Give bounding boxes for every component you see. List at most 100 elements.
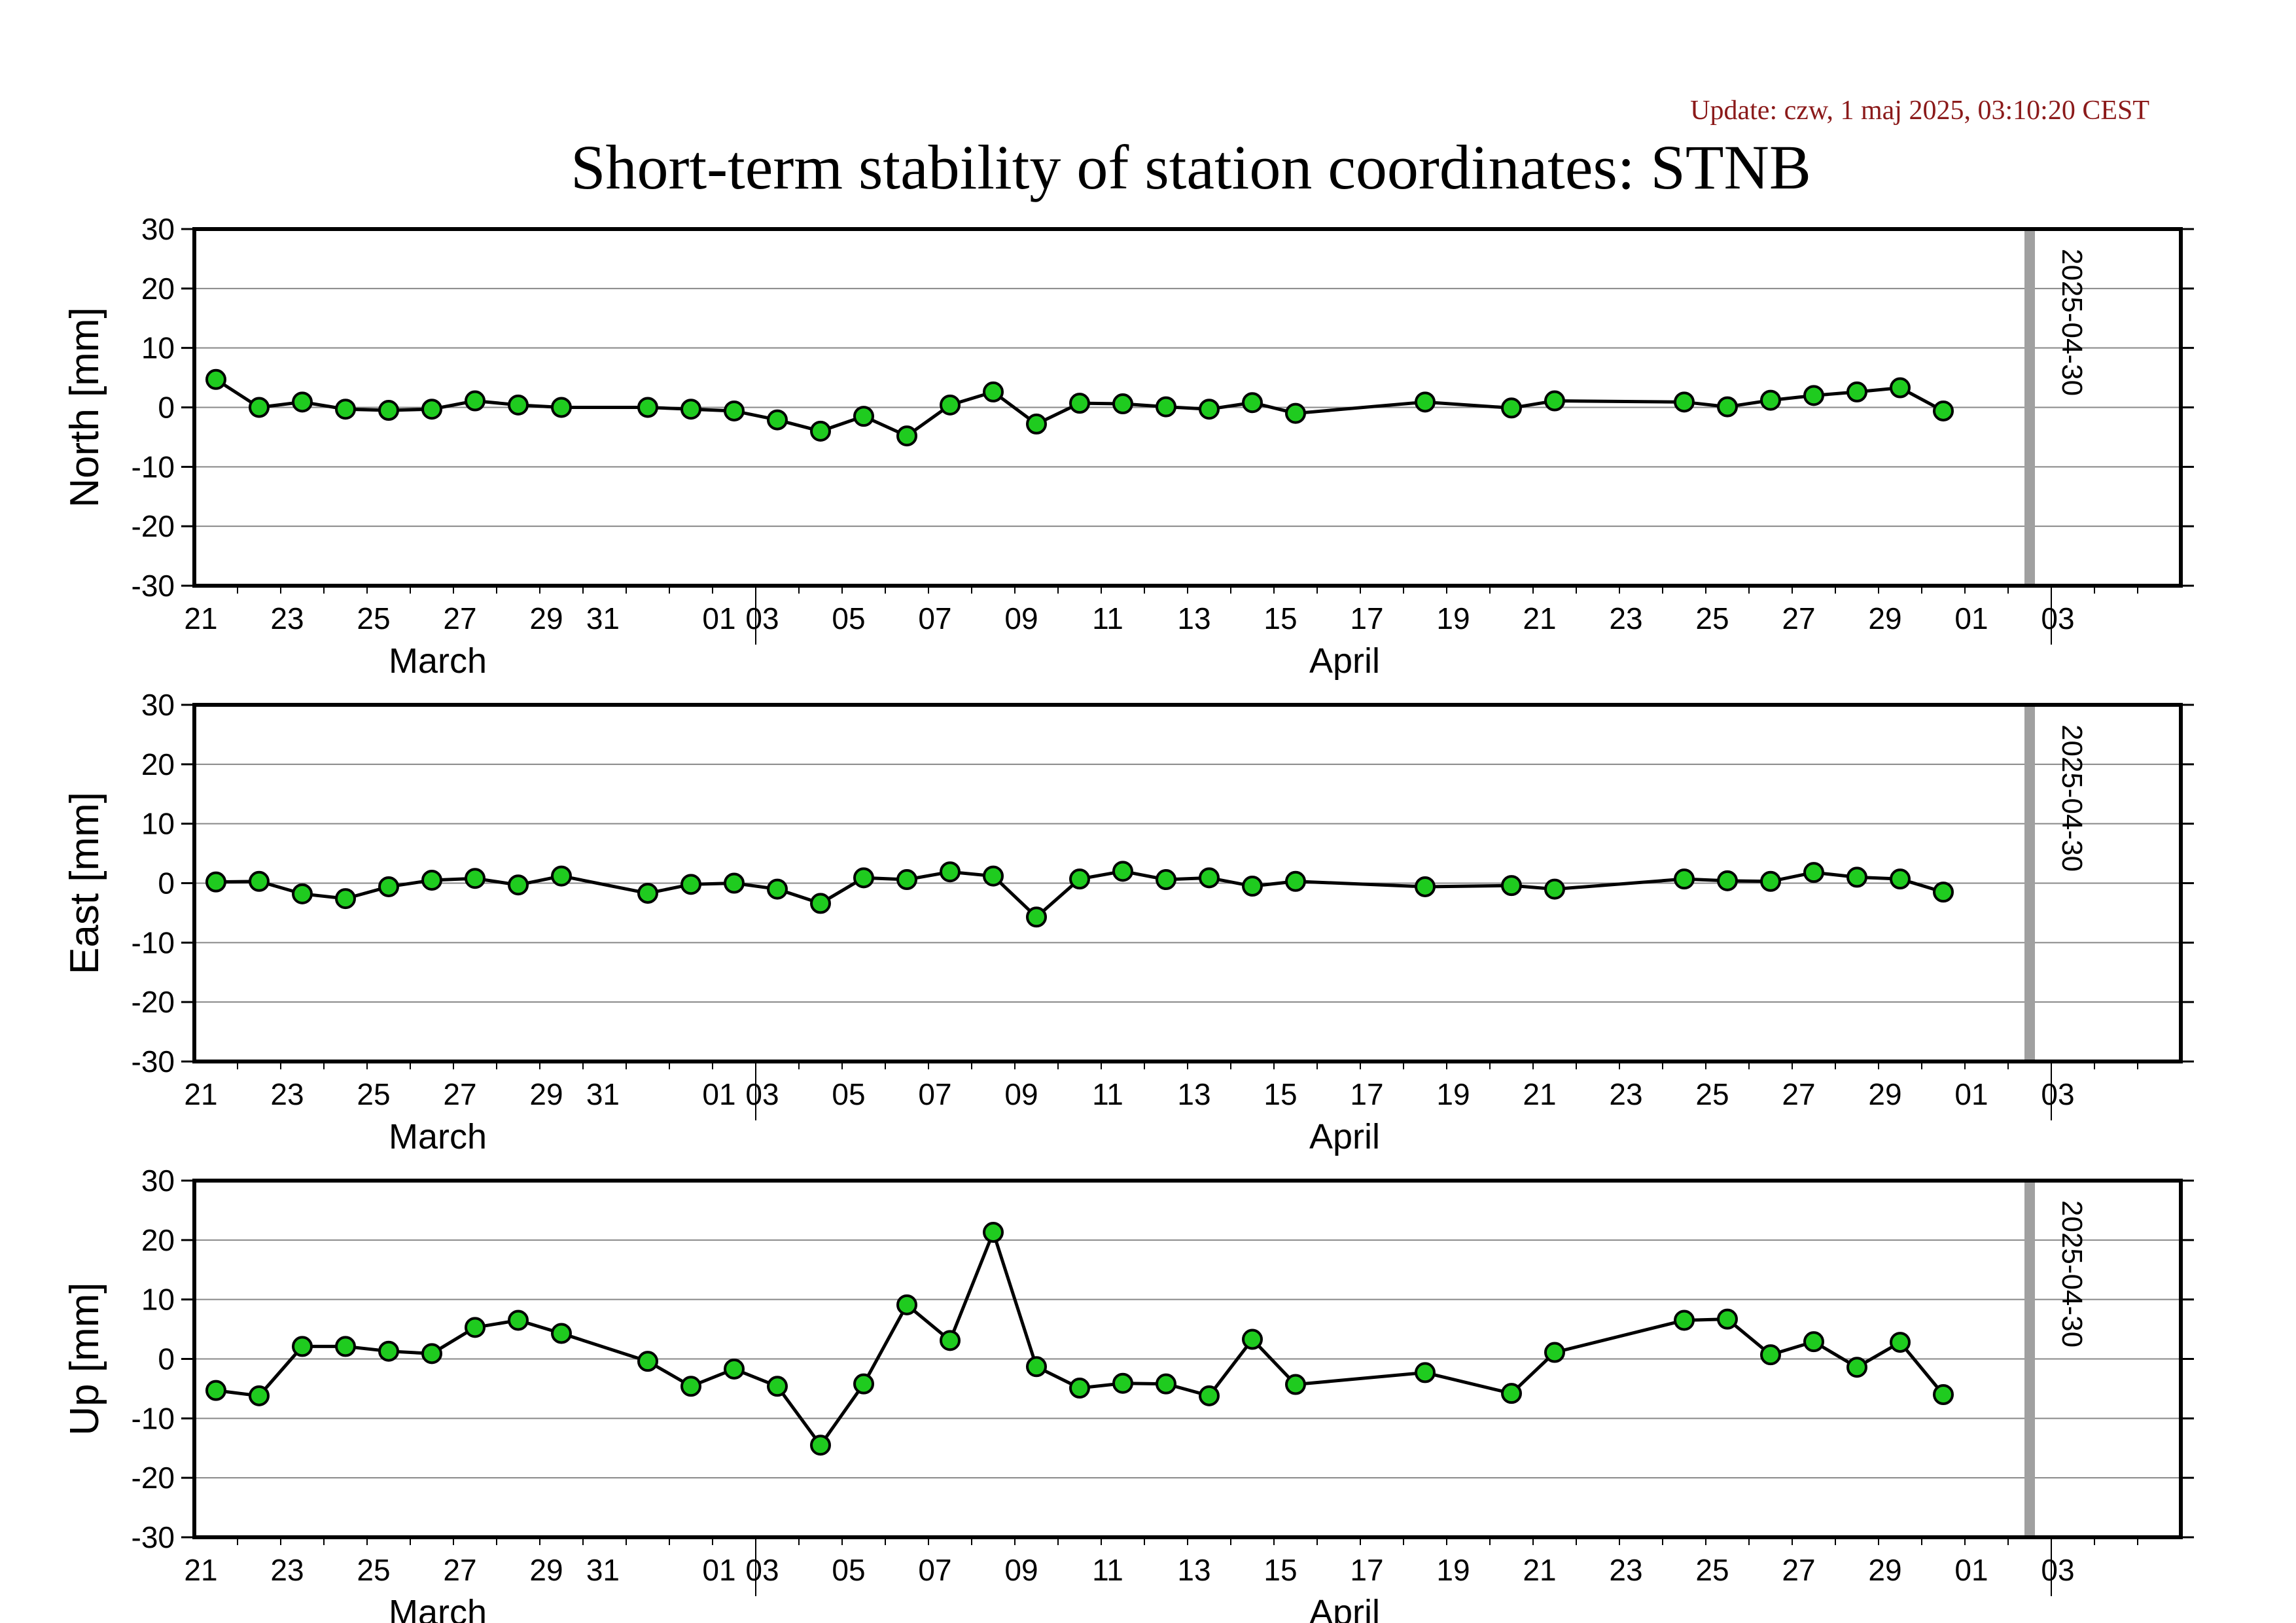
x-tick-label: 07 xyxy=(918,1077,951,1111)
x-tick-label: 27 xyxy=(443,1077,476,1111)
x-tick-label: 01 xyxy=(1954,1077,1988,1111)
y-tick-label: -30 xyxy=(132,569,175,603)
data-point xyxy=(1069,1378,1090,1399)
x-tick-label: 27 xyxy=(1782,1077,1815,1111)
data-point xyxy=(465,390,486,412)
north-panel: 2025-04-30 30 20 10 0 -10 -20 -30 North [mm] 21 23… xyxy=(62,212,2194,681)
x-tick-label: 31 xyxy=(586,1077,620,1111)
data-point xyxy=(810,893,831,914)
x-tick-label: 23 xyxy=(270,1077,304,1111)
data-point xyxy=(1717,396,1738,418)
x-tick-label: 21 xyxy=(1523,1553,1556,1587)
y-tick-label: 10 xyxy=(141,807,175,841)
data-point xyxy=(637,882,658,904)
x-tick-label: 15 xyxy=(1263,601,1297,635)
x-tick-label: 23 xyxy=(270,1553,304,1587)
month-label: March xyxy=(389,1593,487,1623)
data-point xyxy=(551,397,572,418)
x-tick-label: 09 xyxy=(1004,1077,1038,1111)
data-point xyxy=(1501,1383,1522,1404)
y-tick-label: -20 xyxy=(132,509,175,543)
data-point xyxy=(508,874,529,896)
data-point xyxy=(1760,870,1781,892)
data-point xyxy=(335,1336,356,1357)
data-point xyxy=(767,1376,788,1397)
y-tick-label: 30 xyxy=(141,1164,175,1198)
data-point xyxy=(983,381,1004,402)
x-tick-label: 25 xyxy=(357,601,390,635)
data-point xyxy=(1285,1374,1306,1395)
data-point xyxy=(1026,413,1047,435)
x-tick-label: 03 xyxy=(745,1553,779,1587)
date-marker-label: 2025-04-30 xyxy=(2056,249,2088,396)
month-label: April xyxy=(1309,1593,1380,1623)
x-tick-label: 15 xyxy=(1263,1077,1297,1111)
y-tick-label: 0 xyxy=(158,866,175,901)
data-point xyxy=(767,409,788,431)
x-tick-label: 03 xyxy=(2041,601,2074,635)
data-point xyxy=(1544,390,1565,412)
x-tick-label: 25 xyxy=(1695,1077,1729,1111)
data-point xyxy=(1156,396,1176,418)
x-tick-label: 11 xyxy=(1092,1077,1123,1111)
x-tick-label: 23 xyxy=(270,601,304,635)
x-tick-label: 05 xyxy=(832,601,865,635)
data-point xyxy=(1803,385,1824,406)
data-point xyxy=(378,876,399,897)
x-tick-label: 29 xyxy=(1868,1077,1901,1111)
y-tick-label: 20 xyxy=(141,747,175,781)
data-point xyxy=(1760,1344,1781,1366)
data-point xyxy=(853,867,874,889)
y-tick-label: -20 xyxy=(132,985,175,1019)
x-tick-label: 25 xyxy=(1695,1553,1729,1587)
data-point xyxy=(724,872,745,894)
data-point xyxy=(1933,882,1954,903)
data-point xyxy=(421,869,442,891)
data-point xyxy=(810,1435,831,1456)
data-point xyxy=(940,1330,961,1351)
data-point xyxy=(292,883,313,904)
month-label: April xyxy=(1309,641,1380,681)
data-point xyxy=(1544,878,1565,900)
data-point xyxy=(637,1351,658,1372)
panels-container: 2025-04-30 30 20 10 0 -10 -20 -30 North [mm] 21 23… xyxy=(62,212,2194,1623)
data-point xyxy=(421,1343,442,1364)
data-point xyxy=(983,865,1004,887)
data-point xyxy=(551,1323,572,1344)
data-point xyxy=(680,1376,701,1397)
chart-title: Short-term stability of station coordina… xyxy=(571,132,1811,202)
x-tick-label: 27 xyxy=(443,601,476,635)
data-point xyxy=(1199,1385,1220,1406)
data-point xyxy=(1674,391,1695,413)
data-point xyxy=(335,399,356,420)
data-point xyxy=(421,399,442,420)
data-point xyxy=(680,874,701,895)
y-tick-label: -20 xyxy=(132,1461,175,1495)
y-tick-label: -10 xyxy=(132,1401,175,1435)
x-tick-label: 11 xyxy=(1092,601,1123,635)
data-point xyxy=(1760,389,1781,411)
x-tick-label: 03 xyxy=(2041,1553,2074,1587)
x-tick-label: 07 xyxy=(918,601,951,635)
x-tick-label: 15 xyxy=(1263,1553,1297,1587)
y-axis-label: East [mm] xyxy=(62,792,107,974)
data-point xyxy=(940,394,961,416)
data-point xyxy=(205,871,226,893)
data-point xyxy=(335,888,356,910)
data-point xyxy=(465,1317,486,1338)
x-tick-label: 21 xyxy=(1523,601,1556,635)
data-point xyxy=(1544,1342,1565,1363)
x-tick-label: 29 xyxy=(529,601,563,635)
data-point xyxy=(508,1310,529,1331)
data-point xyxy=(853,406,874,427)
data-point xyxy=(1846,381,1867,402)
x-tick-label: 21 xyxy=(184,601,217,635)
y-tick-label: 10 xyxy=(141,331,175,365)
data-point xyxy=(767,878,788,900)
x-tick-label: 19 xyxy=(1436,1077,1470,1111)
x-tick-label: 19 xyxy=(1436,601,1470,635)
data-point xyxy=(896,425,917,447)
y-tick-label: -10 xyxy=(132,925,175,959)
x-tick-label: 25 xyxy=(1695,601,1729,635)
